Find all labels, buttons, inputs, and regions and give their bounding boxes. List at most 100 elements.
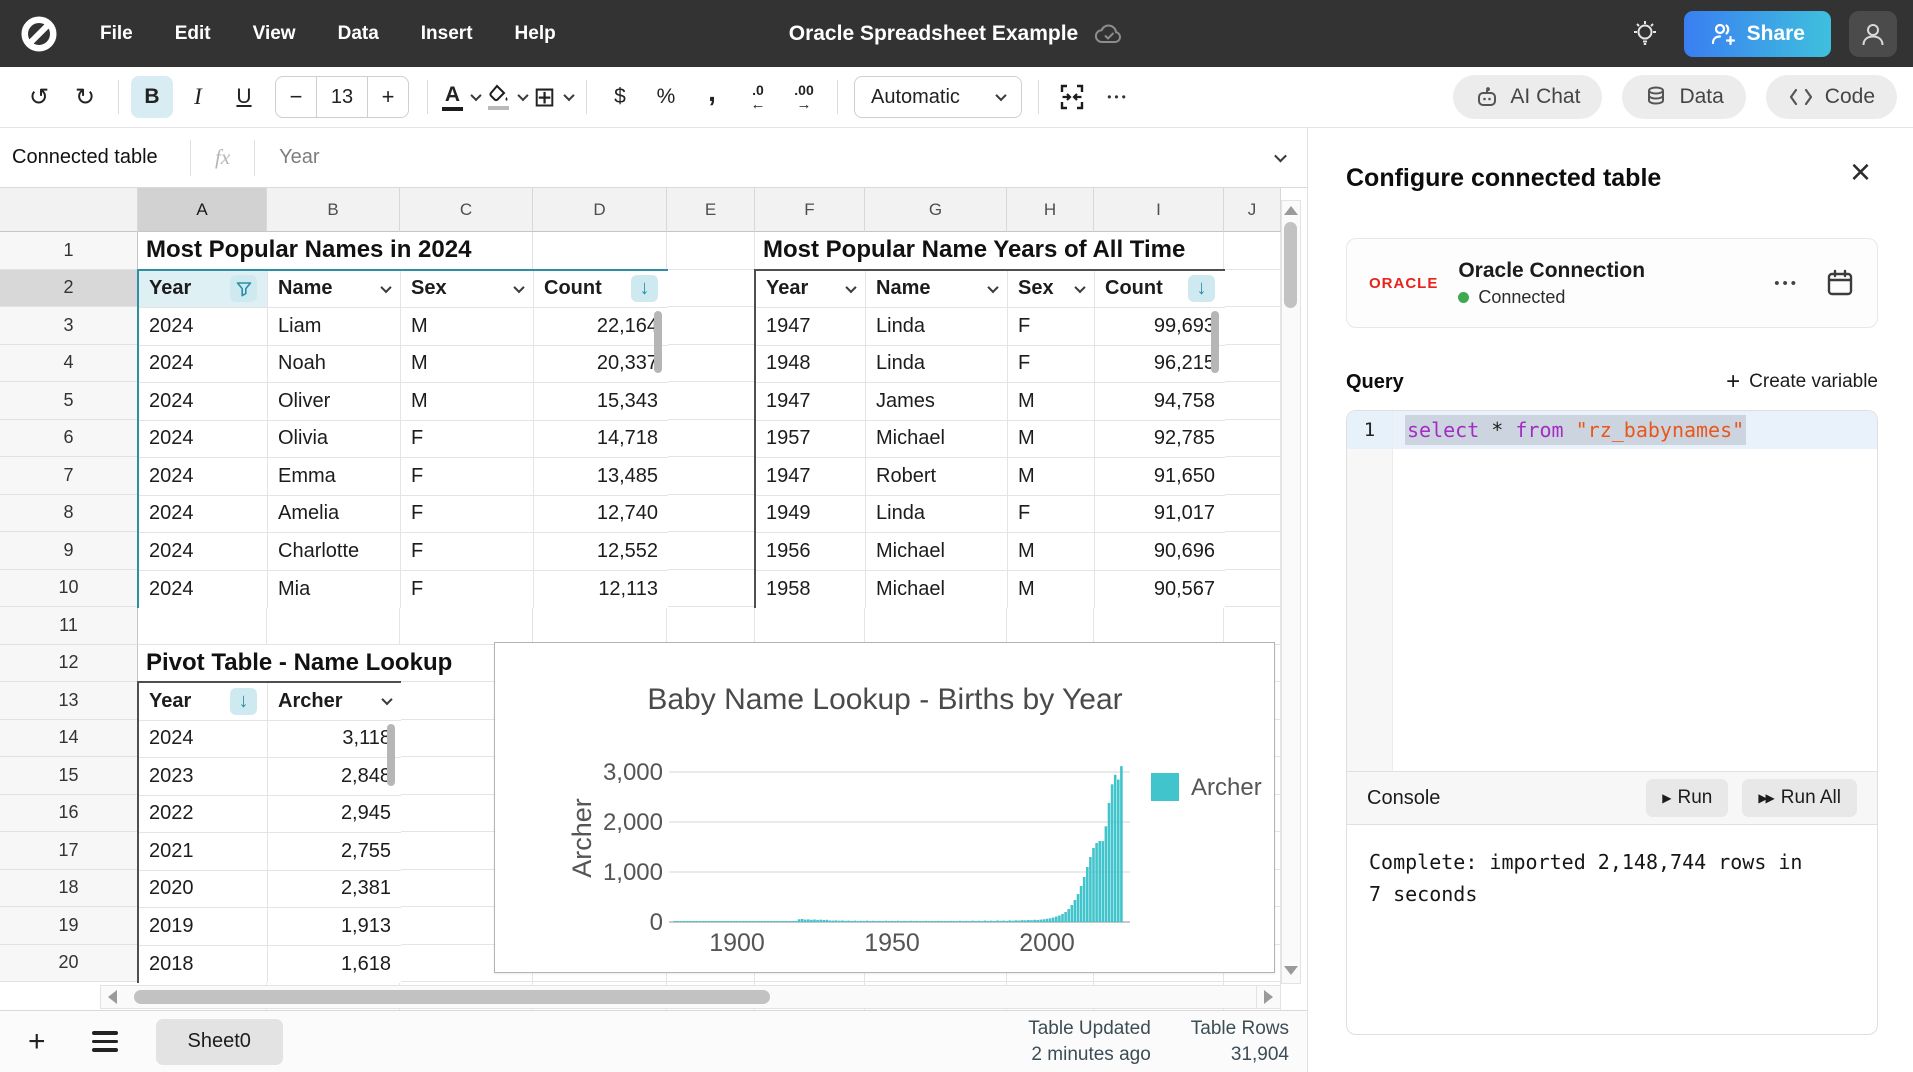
column-header-E[interactable]: E: [667, 188, 755, 232]
table-cell[interactable]: Noah: [268, 346, 401, 384]
scroll-up-icon[interactable]: [1284, 206, 1298, 215]
table-header-cell[interactable]: Name: [866, 271, 1008, 309]
menu-data[interactable]: Data: [338, 23, 379, 45]
row-header-10[interactable]: 10: [0, 570, 138, 608]
table-scrollbar-thumb[interactable]: [654, 311, 662, 373]
table-cell[interactable]: M: [401, 308, 534, 346]
row-header-11[interactable]: 11: [0, 607, 138, 645]
table-cell[interactable]: Michael: [866, 421, 1008, 459]
run-all-button[interactable]: ▶▶Run All: [1742, 779, 1857, 817]
table-cell[interactable]: Robert: [866, 458, 1008, 496]
table-cell[interactable]: 90,696: [1095, 533, 1225, 571]
table-cell[interactable]: 13,485: [534, 458, 668, 496]
table-scrollbar-thumb[interactable]: [1211, 311, 1219, 373]
font-size-value[interactable]: 13: [316, 76, 368, 118]
resize-columns-button[interactable]: [1051, 76, 1093, 118]
table-cell[interactable]: 2018: [139, 946, 268, 984]
filter-icon[interactable]: [230, 275, 257, 302]
pivot-name-lookup-title[interactable]: Pivot Table - Name Lookup: [141, 645, 460, 682]
table-cell[interactable]: 14,718: [534, 421, 668, 459]
table-cell[interactable]: 2020: [139, 871, 268, 909]
lightbulb-icon[interactable]: [1630, 19, 1660, 49]
table-cell[interactable]: 15,343: [534, 383, 668, 421]
chevron-down-icon[interactable]: [513, 282, 524, 293]
fill-color-button[interactable]: [486, 76, 528, 118]
table-names-2024[interactable]: YearNameSexCount↓2024LiamM22,1642024Noah…: [137, 269, 668, 609]
table-cell[interactable]: 2024: [139, 721, 268, 759]
spreadsheet-grid[interactable]: ABCDEFGHIJ123456789101112131415161718192…: [0, 188, 1307, 1010]
table-cell[interactable]: Linda: [866, 346, 1008, 384]
row-header-5[interactable]: 5: [0, 382, 138, 420]
table-cell[interactable]: M: [1008, 533, 1095, 571]
table-cell[interactable]: 22,164: [534, 308, 668, 346]
table-cell[interactable]: 91,650: [1095, 458, 1225, 496]
table-cell[interactable]: M: [1008, 421, 1095, 459]
connection-card[interactable]: ORACLE Oracle Connection Connected •••: [1346, 238, 1878, 328]
table-cell[interactable]: 1947: [756, 308, 866, 346]
table-cell[interactable]: 1957: [756, 421, 866, 459]
table-cell[interactable]: F: [401, 571, 534, 609]
row-header-8[interactable]: 8: [0, 495, 138, 533]
table-header-cell[interactable]: Count↓: [534, 271, 668, 309]
table-cell[interactable]: 2022: [139, 796, 268, 834]
table-cell[interactable]: 2024: [139, 308, 268, 346]
sheet-list-menu-icon[interactable]: [92, 1031, 118, 1052]
table-cell[interactable]: Liam: [268, 308, 401, 346]
grid-corner-cell[interactable]: [0, 188, 138, 232]
row-header-2[interactable]: 2: [0, 270, 138, 308]
row-header-19[interactable]: 19: [0, 907, 138, 945]
row-header-3[interactable]: 3: [0, 307, 138, 345]
table-cell[interactable]: F: [1008, 308, 1095, 346]
currency-format-button[interactable]: $: [599, 76, 641, 118]
table-cell[interactable]: 2,381: [268, 871, 401, 909]
row-header-6[interactable]: 6: [0, 420, 138, 458]
row-header-9[interactable]: 9: [0, 532, 138, 570]
table-cell[interactable]: 1948: [756, 346, 866, 384]
table-cell[interactable]: Michael: [866, 533, 1008, 571]
data-button[interactable]: Data: [1622, 75, 1745, 119]
increase-decimal-button[interactable]: .00→: [783, 76, 825, 118]
table-cell[interactable]: F: [1008, 496, 1095, 534]
table-cell[interactable]: Amelia: [268, 496, 401, 534]
row-header-17[interactable]: 17: [0, 832, 138, 870]
column-header-J[interactable]: J: [1224, 188, 1281, 232]
chevron-down-icon[interactable]: [1074, 282, 1085, 293]
app-logo-icon[interactable]: [20, 15, 58, 53]
table-cell[interactable]: 2024: [139, 346, 268, 384]
table-cell[interactable]: 1947: [756, 458, 866, 496]
table-cell[interactable]: 99,693: [1095, 308, 1225, 346]
table-all-time[interactable]: YearNameSexCount↓1947LindaF99,6931948Lin…: [754, 269, 1225, 609]
font-size-decrease-button[interactable]: −: [276, 76, 316, 118]
vertical-scrollbar[interactable]: [1281, 200, 1301, 984]
table-cell[interactable]: Emma: [268, 458, 401, 496]
chevron-down-icon[interactable]: [381, 694, 392, 705]
table-cell[interactable]: F: [401, 496, 534, 534]
underline-button[interactable]: U: [223, 76, 265, 118]
table-cell[interactable]: F: [1008, 346, 1095, 384]
table-cell[interactable]: 1,913: [268, 908, 401, 946]
column-header-H[interactable]: H: [1007, 188, 1094, 232]
table-cell[interactable]: 12,552: [534, 533, 668, 571]
table-cell[interactable]: 2024: [139, 458, 268, 496]
chevron-down-icon[interactable]: [987, 282, 998, 293]
column-header-C[interactable]: C: [400, 188, 533, 232]
row-header-7[interactable]: 7: [0, 457, 138, 495]
table-cell[interactable]: 92,785: [1095, 421, 1225, 459]
column-header-G[interactable]: G: [865, 188, 1007, 232]
scroll-right-icon[interactable]: [1264, 990, 1273, 1004]
table-cell[interactable]: 1949: [756, 496, 866, 534]
chevron-down-icon[interactable]: [380, 282, 391, 293]
table-cell[interactable]: 94,758: [1095, 383, 1225, 421]
horizontal-scrollbar-thumb[interactable]: [134, 990, 770, 1004]
table-cell[interactable]: 2023: [139, 758, 268, 796]
table-cell[interactable]: 1,618: [268, 946, 401, 984]
column-header-I[interactable]: I: [1094, 188, 1224, 232]
table-header-cell[interactable]: Name: [268, 271, 401, 309]
text-color-button[interactable]: A: [440, 76, 482, 118]
row-header-4[interactable]: 4: [0, 345, 138, 383]
run-button[interactable]: ▶Run: [1646, 779, 1728, 817]
menu-file[interactable]: File: [100, 23, 133, 45]
table-header-cell[interactable]: Year↓: [139, 683, 268, 721]
percent-format-button[interactable]: %: [645, 76, 687, 118]
sort-descending-icon[interactable]: ↓: [1188, 275, 1215, 302]
